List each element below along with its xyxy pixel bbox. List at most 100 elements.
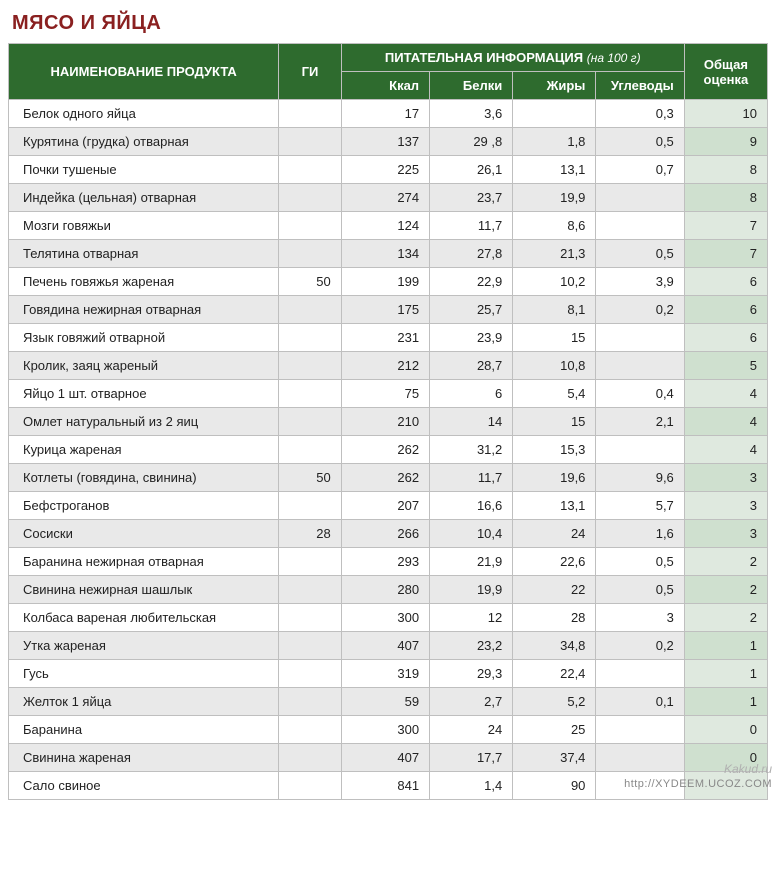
cell-name: Говядина нежирная отварная xyxy=(9,296,279,324)
table-row: Котлеты (говядина, свинина)5026211,719,6… xyxy=(9,464,768,492)
cell-kcal: 75 xyxy=(341,380,429,408)
cell-carb: 2,1 xyxy=(596,408,684,436)
cell-protein: 2,7 xyxy=(430,688,513,716)
cell-gi: 50 xyxy=(279,268,341,296)
cell-fat: 15 xyxy=(513,324,596,352)
cell-name: Баранина нежирная отварная xyxy=(9,548,279,576)
cell-carb xyxy=(596,324,684,352)
table-row: Говядина нежирная отварная17525,78,10,26 xyxy=(9,296,768,324)
cell-name: Гусь xyxy=(9,660,279,688)
cell-kcal: 300 xyxy=(341,604,429,632)
table-row: Баранина30024250 xyxy=(9,716,768,744)
cell-gi xyxy=(279,184,341,212)
cell-kcal: 124 xyxy=(341,212,429,240)
cell-protein: 25,7 xyxy=(430,296,513,324)
cell-kcal: 262 xyxy=(341,436,429,464)
cell-protein: 12 xyxy=(430,604,513,632)
watermark-url: http://XYDEEM.UCOZ.COM xyxy=(624,778,772,790)
cell-gi xyxy=(279,688,341,716)
cell-carb xyxy=(596,184,684,212)
cell-protein: 26,1 xyxy=(430,156,513,184)
cell-protein: 10,4 xyxy=(430,520,513,548)
cell-kcal: 280 xyxy=(341,576,429,604)
cell-protein: 21,9 xyxy=(430,548,513,576)
table-row: Курица жареная26231,215,34 xyxy=(9,436,768,464)
table-row: Яйцо 1 шт. отварное7565,40,44 xyxy=(9,380,768,408)
watermark-faint: Kakud.ru xyxy=(724,762,772,776)
table-row: Колбаса вареная любительская300122832 xyxy=(9,604,768,632)
cell-gi xyxy=(279,492,341,520)
cell-fat: 8,1 xyxy=(513,296,596,324)
cell-protein: 23,7 xyxy=(430,184,513,212)
page-title: МЯСО И ЯЙЦА xyxy=(12,12,778,35)
cell-rating: 7 xyxy=(684,212,767,240)
cell-gi xyxy=(279,772,341,800)
cell-carb xyxy=(596,716,684,744)
cell-carb xyxy=(596,352,684,380)
cell-gi xyxy=(279,604,341,632)
cell-gi xyxy=(279,660,341,688)
cell-protein: 1,4 xyxy=(430,772,513,800)
col-header-rating: Общая оценка xyxy=(684,44,767,100)
cell-name: Свинина жареная xyxy=(9,744,279,772)
cell-fat: 90 xyxy=(513,772,596,800)
cell-kcal: 266 xyxy=(341,520,429,548)
cell-protein: 22,9 xyxy=(430,268,513,296)
cell-fat: 24 xyxy=(513,520,596,548)
cell-fat: 13,1 xyxy=(513,492,596,520)
cell-fat: 34,8 xyxy=(513,632,596,660)
cell-name: Утка жареная xyxy=(9,632,279,660)
cell-rating: 4 xyxy=(684,436,767,464)
cell-kcal: 199 xyxy=(341,268,429,296)
cell-name: Печень говяжья жареная xyxy=(9,268,279,296)
cell-gi xyxy=(279,380,341,408)
cell-name: Баранина xyxy=(9,716,279,744)
cell-kcal: 175 xyxy=(341,296,429,324)
nutri-group-note: (на 100 г) xyxy=(587,51,641,65)
cell-fat: 15,3 xyxy=(513,436,596,464)
cell-kcal: 319 xyxy=(341,660,429,688)
cell-fat: 5,2 xyxy=(513,688,596,716)
cell-name: Телятина отварная xyxy=(9,240,279,268)
cell-protein: 24 xyxy=(430,716,513,744)
cell-rating: 6 xyxy=(684,296,767,324)
cell-kcal: 212 xyxy=(341,352,429,380)
cell-fat: 22,4 xyxy=(513,660,596,688)
cell-rating: 2 xyxy=(684,576,767,604)
cell-kcal: 841 xyxy=(341,772,429,800)
cell-name: Бефстроганов xyxy=(9,492,279,520)
cell-fat: 25 xyxy=(513,716,596,744)
cell-name: Почки тушеные xyxy=(9,156,279,184)
cell-rating: 0 xyxy=(684,716,767,744)
cell-carb: 0,2 xyxy=(596,632,684,660)
cell-name: Котлеты (говядина, свинина) xyxy=(9,464,279,492)
cell-rating: 7 xyxy=(684,240,767,268)
table-row: Баранина нежирная отварная29321,922,60,5… xyxy=(9,548,768,576)
cell-rating: 1 xyxy=(684,632,767,660)
cell-gi xyxy=(279,436,341,464)
cell-fat: 37,4 xyxy=(513,744,596,772)
cell-gi xyxy=(279,100,341,128)
cell-rating: 8 xyxy=(684,156,767,184)
cell-kcal: 59 xyxy=(341,688,429,716)
cell-kcal: 207 xyxy=(341,492,429,520)
cell-protein: 16,6 xyxy=(430,492,513,520)
cell-protein: 14 xyxy=(430,408,513,436)
cell-carb: 3,9 xyxy=(596,268,684,296)
cell-rating: 5 xyxy=(684,352,767,380)
cell-gi xyxy=(279,240,341,268)
cell-rating: 6 xyxy=(684,268,767,296)
cell-protein: 23,9 xyxy=(430,324,513,352)
cell-fat: 5,4 xyxy=(513,380,596,408)
cell-protein: 29 ,8 xyxy=(430,128,513,156)
table-row: Гусь31929,322,41 xyxy=(9,660,768,688)
cell-carb: 5,7 xyxy=(596,492,684,520)
cell-kcal: 231 xyxy=(341,324,429,352)
cell-kcal: 210 xyxy=(341,408,429,436)
cell-rating: 3 xyxy=(684,464,767,492)
cell-gi xyxy=(279,632,341,660)
cell-name: Кролик, заяц жареный xyxy=(9,352,279,380)
table-row: Желток 1 яйца592,75,20,11 xyxy=(9,688,768,716)
cell-fat: 19,9 xyxy=(513,184,596,212)
cell-carb: 0,1 xyxy=(596,688,684,716)
